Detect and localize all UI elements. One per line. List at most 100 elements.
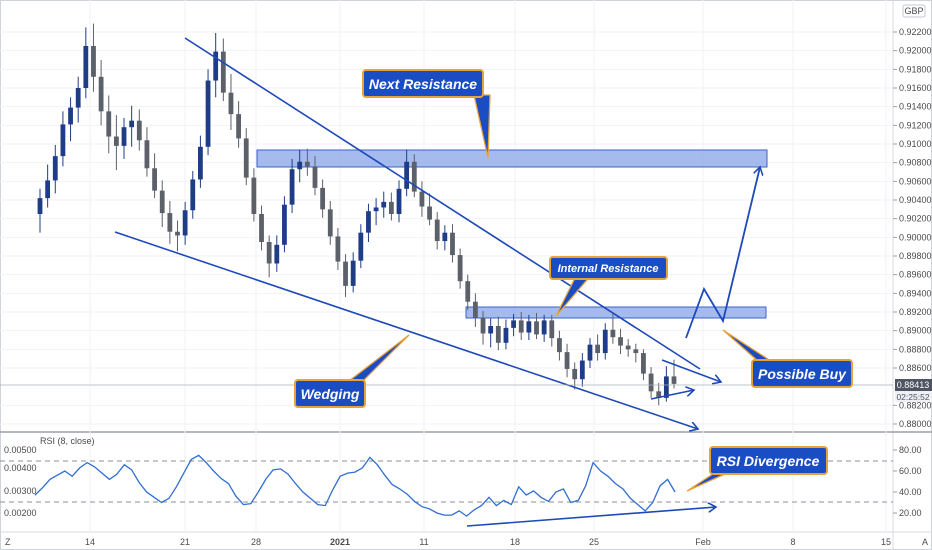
- candle-body: [579, 360, 585, 380]
- current-price-value: 0.88413: [897, 380, 930, 390]
- candle-body: [121, 127, 127, 146]
- internal-resistance-label: Internal Resistance: [558, 263, 659, 275]
- candle-body: [534, 321, 539, 335]
- next-resistance-label: Next Resistance: [369, 76, 477, 92]
- rsi-divergence-line[interactable]: [466, 507, 716, 527]
- currency-label: GBP: [904, 6, 923, 16]
- price-tick-label: 0.91800: [899, 64, 932, 74]
- candlestick-series: [37, 23, 677, 406]
- price-tick-label: 0.91200: [899, 120, 932, 130]
- next-resistance-zone[interactable]: [256, 149, 768, 168]
- candle-body: [495, 326, 501, 343]
- candle-body: [541, 320, 547, 335]
- rsi-title: RSI (8, close): [40, 436, 95, 446]
- time-tick-label: 14: [85, 537, 95, 547]
- time-tick-label: 11: [419, 537, 428, 547]
- candle-body: [641, 353, 646, 374]
- candle-body: [595, 344, 601, 354]
- price-tick-label: 0.92200: [899, 27, 932, 37]
- internal-resistance-zone[interactable]: [465, 306, 767, 319]
- price-tick-label: 0.89400: [899, 288, 932, 298]
- candle-body: [366, 211, 371, 233]
- candle-body: [327, 209, 333, 237]
- wedge-upper-extension[interactable]: [661, 359, 721, 382]
- candle-body: [198, 146, 203, 180]
- candle-body: [663, 376, 669, 398]
- candle-body: [457, 255, 463, 282]
- timezone-toggle[interactable]: Z: [5, 537, 11, 547]
- time-tick-label: 15: [881, 537, 891, 547]
- countdown-value: 02:25:52: [896, 392, 929, 402]
- candle-body: [396, 188, 402, 214]
- projection-path[interactable]: [685, 167, 760, 339]
- time-tick-label: 2021: [330, 537, 350, 547]
- price-tick-label: 0.88200: [899, 400, 932, 410]
- candle-body: [228, 92, 234, 115]
- countdown-tag: [895, 391, 932, 402]
- candle-body: [381, 201, 387, 208]
- candle-body: [419, 191, 425, 207]
- candle-body: [175, 231, 180, 236]
- candle-body: [205, 80, 211, 147]
- candle-body: [304, 161, 310, 167]
- currency-badge[interactable]: [902, 4, 926, 18]
- rsi-divergence-label: RSI Divergence: [717, 453, 820, 469]
- candle-body: [480, 317, 486, 334]
- candle-body: [518, 320, 524, 333]
- wedge-upper-line[interactable]: [184, 37, 701, 370]
- candle-body: [289, 169, 295, 205]
- possible-buy-box: [751, 359, 853, 388]
- candle-body: [136, 120, 142, 141]
- candle-body: [564, 352, 570, 369]
- price-tick-label: 0.91400: [899, 102, 932, 112]
- internal-resistance-callout[interactable]: Internal Resistance: [549, 256, 668, 317]
- wedge-lower-extension[interactable]: [650, 390, 694, 400]
- price-tick-label: 0.89000: [899, 326, 932, 336]
- rsi-line: [34, 454, 676, 517]
- candle-body: [549, 320, 555, 339]
- candle-body: [129, 120, 135, 128]
- wedge-lower-line[interactable]: [114, 231, 698, 429]
- candle-body: [472, 301, 478, 318]
- time-tick-label: Feb: [695, 537, 711, 547]
- rsi-divergence-callout[interactable]: RSI Divergence: [686, 446, 828, 492]
- candle-body: [404, 161, 410, 189]
- internal-resistance-box: [549, 256, 668, 280]
- next-resistance-box: [362, 69, 484, 98]
- candle-body: [75, 88, 81, 108]
- rsi-left-tick-label: 0.00300: [4, 486, 37, 496]
- wedging-box: [294, 379, 366, 408]
- candle-body: [434, 219, 440, 242]
- rsi-right-tick-label: 40.00: [899, 487, 922, 497]
- time-tick-label: 21: [180, 537, 190, 547]
- candle-body: [602, 329, 608, 354]
- candle-body: [388, 201, 394, 214]
- possible-buy-label: Possible Buy: [758, 366, 847, 382]
- candle-body: [488, 326, 494, 334]
- autoscale-toggle[interactable]: A: [922, 537, 928, 547]
- candle-body: [450, 232, 455, 256]
- candle-body: [625, 345, 631, 350]
- candle-body: [633, 349, 639, 354]
- rsi-right-tick-label: 80.00: [899, 445, 922, 455]
- price-tick-label: 0.90600: [899, 176, 932, 186]
- candle-body: [182, 210, 188, 236]
- rsi-left-tick-label: 0.00500: [4, 445, 37, 455]
- candle-body: [52, 156, 58, 181]
- candle-body: [152, 168, 157, 191]
- next-resistance-callout[interactable]: Next Resistance: [362, 69, 491, 159]
- candle-body: [213, 51, 219, 81]
- candle-body: [656, 391, 662, 398]
- candle-body: [610, 329, 616, 338]
- candle-body: [503, 327, 509, 343]
- wedging-callout[interactable]: Wedging: [294, 334, 410, 408]
- candle-body: [251, 177, 257, 214]
- candle-body: [60, 124, 66, 157]
- rsi-left-tick-label: 0.00400: [4, 463, 37, 473]
- possible-buy-callout[interactable]: Possible Buy: [722, 329, 853, 388]
- candle-body: [98, 76, 104, 112]
- candle-body: [465, 281, 471, 302]
- candle-body: [373, 207, 379, 212]
- time-tick-label: 28: [251, 537, 261, 547]
